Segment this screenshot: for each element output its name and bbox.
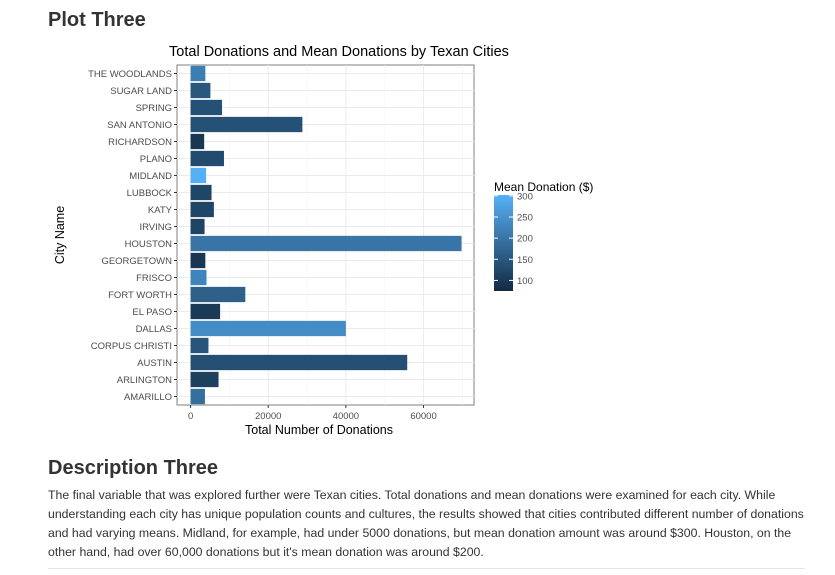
bar-dallas: [190, 320, 346, 337]
bar-the-woodlands: [190, 65, 206, 82]
y-tick-label: LUBBOCK: [127, 188, 173, 199]
bar-amarillo: [190, 388, 205, 405]
bar-lubbock: [190, 184, 212, 201]
bars: [190, 65, 462, 405]
legend-tick-label: 150: [517, 255, 533, 266]
y-tick-label: FORT WORTH: [108, 290, 172, 301]
bar-midland: [190, 167, 207, 184]
bar-corpus-christi: [190, 337, 209, 354]
y-tick-label: ARLINGTON: [117, 375, 172, 386]
y-tick-label: DALLAS: [136, 324, 172, 335]
y-tick-label: HOUSTON: [125, 239, 172, 250]
chart-title: Total Donations and Mean Donations by Te…: [169, 44, 509, 60]
y-tick-label: SAN ANTONIO: [107, 120, 172, 131]
y-tick-label: GEORGETOWN: [101, 256, 172, 267]
bar-georgetown: [190, 252, 206, 269]
bar-austin: [190, 354, 408, 371]
bar-katy: [190, 201, 214, 218]
y-tick-label: SUGAR LAND: [110, 86, 172, 97]
legend-tick-label: 250: [517, 212, 533, 223]
x-tick-label: 60000: [410, 411, 436, 422]
description-heading: Description Three: [48, 457, 219, 479]
bar-irving: [190, 218, 205, 235]
description-text: The final variable that was explored fur…: [48, 488, 804, 559]
bar-spring: [190, 99, 223, 116]
y-axis-ticks: AMARILLO ARLINGTON AUSTIN CORPUS CHRISTI DAL…: [88, 69, 177, 403]
legend-tick-label: 300: [517, 191, 533, 202]
grid-minor: [229, 65, 463, 405]
section-divider: [48, 568, 805, 569]
y-tick-label: FRISCO: [136, 273, 172, 284]
legend-color-bar: [494, 195, 513, 291]
bar-houston: [190, 235, 462, 252]
y-tick-label: PLANO: [140, 154, 172, 165]
donations-bar-chart: Total Donations and Mean Donations by Te…: [53, 44, 593, 437]
x-tick-label: 20000: [255, 411, 281, 422]
legend-ticks: 100 150 200 250 300: [494, 191, 533, 287]
bar-richardson: [190, 133, 205, 150]
y-tick-label: RICHARDSON: [108, 137, 172, 148]
bar-frisco: [190, 269, 207, 286]
y-axis-label: City Name: [53, 206, 67, 264]
y-tick-label: MIDLAND: [129, 171, 172, 182]
y-tick-label: THE WOODLANDS: [88, 69, 172, 80]
x-axis-ticks: 0 20000 40000 60000: [188, 405, 437, 422]
y-tick-label: SPRING: [136, 103, 172, 114]
color-legend: Mean Donation ($) 100 150 200 250 300: [494, 180, 593, 291]
bar-sugar-land: [190, 82, 211, 99]
y-tick-label: EL PASO: [132, 307, 172, 318]
bar-arlington: [190, 371, 219, 388]
y-tick-label: KATY: [148, 205, 173, 216]
bar-san-antonio: [190, 116, 303, 133]
y-tick-label: CORPUS CHRISTI: [91, 341, 172, 352]
legend-title: Mean Donation ($): [494, 180, 593, 194]
legend-tick-label: 100: [517, 276, 533, 287]
bar-fort-worth: [190, 286, 246, 303]
plot-panel: [176, 64, 475, 406]
x-tick-label: 0: [188, 411, 193, 422]
y-tick-label: AUSTIN: [137, 358, 172, 369]
legend-tick-label: 200: [517, 234, 533, 245]
y-tick-label: AMARILLO: [124, 392, 172, 403]
bar-plano: [190, 150, 224, 167]
y-tick-label: IRVING: [139, 222, 172, 233]
bar-el-paso: [190, 303, 221, 320]
x-tick-label: 40000: [333, 411, 359, 422]
x-axis-label: Total Number of Donations: [245, 423, 393, 437]
plot-heading: Plot Three: [48, 9, 146, 31]
